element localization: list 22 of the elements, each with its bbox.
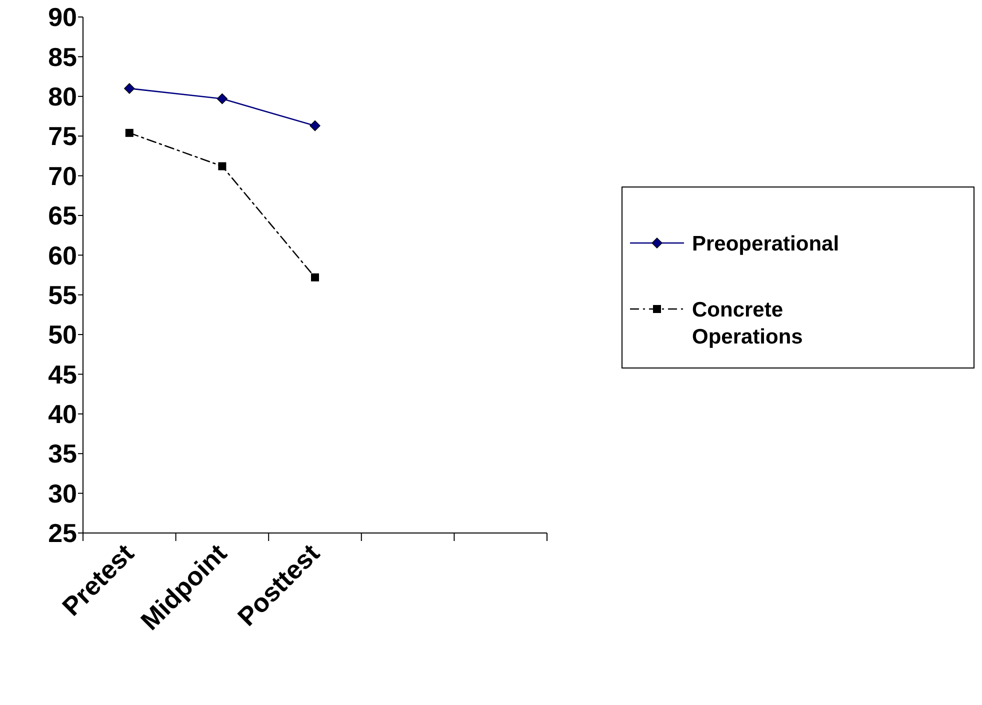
point (125, 128, 134, 137)
y-tick-label: 35 (48, 438, 77, 469)
legend-label: Concrete Operations (692, 298, 803, 349)
y-tick-label: 85 (48, 42, 77, 72)
y-tick-label: 90 (48, 2, 77, 32)
y-tick-label: 45 (48, 359, 77, 390)
point (124, 83, 135, 94)
y-tick-label: 55 (48, 280, 77, 310)
y-tick-label: 40 (48, 399, 77, 430)
point (310, 120, 320, 132)
y-tick-label: 75 (48, 121, 77, 152)
y-tick-label: 60 (48, 240, 77, 270)
y-tick-label: 30 (48, 478, 77, 508)
y-tick-label: 80 (48, 81, 77, 112)
point (218, 162, 226, 170)
y-tick-label: 50 (48, 320, 77, 350)
legend-label: Preoperational (692, 232, 840, 256)
y-tick-label: 70 (48, 160, 77, 191)
point (311, 273, 319, 282)
y-tick-label: 65 (48, 200, 77, 231)
point (216, 93, 228, 104)
y-tick-label: 25 (48, 518, 77, 548)
